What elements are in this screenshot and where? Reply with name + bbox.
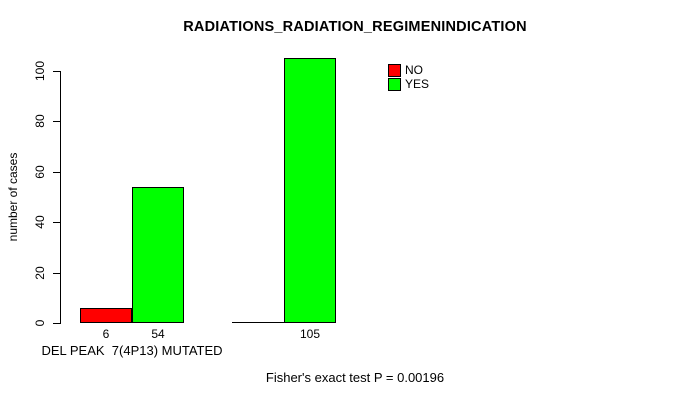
x-category-label: DEL PEAK 7(4P13) MUTATED xyxy=(41,343,223,358)
y-tick xyxy=(53,323,60,324)
annotation-fisher-test: Fisher's exact test P = 0.00196 xyxy=(265,370,445,385)
y-tick xyxy=(53,273,60,274)
y-axis-line xyxy=(60,71,61,324)
bar-no-group2-zero-line xyxy=(232,322,284,323)
y-tick-label: 0 xyxy=(33,319,47,327)
legend-label: NO xyxy=(405,63,423,77)
y-tick xyxy=(53,121,60,122)
y-tick-label: 60 xyxy=(33,165,47,179)
chart-title: RADIATIONS_RADIATION_REGIMENINDICATION xyxy=(183,19,527,35)
bar-count-label-yes-group2: 105 xyxy=(299,327,321,341)
bar-count-label-yes-group1: 54 xyxy=(151,327,165,341)
bar-yes-group1 xyxy=(132,187,184,323)
y-tick xyxy=(53,172,60,173)
bar-no-group1 xyxy=(80,308,132,323)
legend-swatch-no xyxy=(388,64,401,77)
y-tick xyxy=(53,222,60,223)
y-tick-label: 40 xyxy=(33,215,47,229)
y-tick-label: 80 xyxy=(33,114,47,128)
bar-yes-group2 xyxy=(284,58,336,323)
y-tick-label: 20 xyxy=(33,266,47,280)
legend-label: YES xyxy=(405,77,430,91)
bar-count-label-no-group1: 6 xyxy=(102,327,110,341)
legend: NO YES xyxy=(388,64,429,92)
y-tick-label: 100 xyxy=(33,60,47,82)
y-tick xyxy=(53,71,60,72)
legend-entry-yes: YES xyxy=(388,78,429,91)
legend-entry-no: NO xyxy=(388,64,429,77)
legend-swatch-yes xyxy=(388,78,401,91)
